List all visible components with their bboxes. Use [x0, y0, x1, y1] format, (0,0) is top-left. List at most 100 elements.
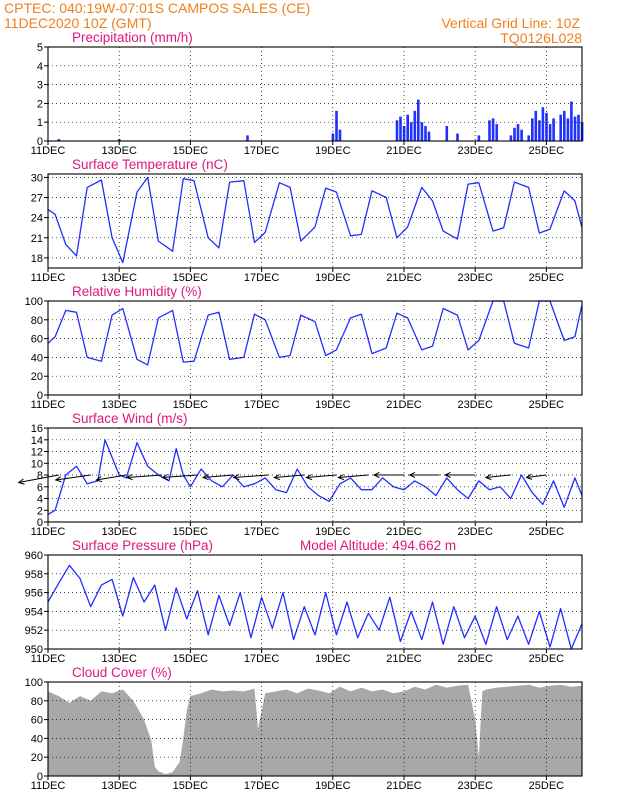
wind-arrow-shaft	[96, 474, 127, 481]
precip-bar	[335, 110, 338, 141]
y-tick-label: 960	[25, 550, 43, 562]
header-code: TQ0126L028	[500, 30, 582, 46]
y-tick-label: 24	[31, 213, 43, 225]
x-tick-label: 15DEC	[173, 145, 209, 157]
precip-bar	[520, 129, 523, 141]
x-tick-label: 21DEC	[386, 272, 422, 284]
precip-bar	[577, 114, 580, 141]
panel-frame	[47, 554, 583, 650]
wind-arrow-head	[372, 471, 380, 479]
precip-bar	[541, 107, 545, 141]
x-tick-label: 19DEC	[315, 272, 351, 284]
precip-bar	[509, 135, 513, 141]
precip-bar	[570, 101, 573, 141]
y-tick-label: 6	[37, 482, 43, 494]
temp-series-line	[47, 176, 583, 264]
wind-arrow-head	[408, 471, 416, 479]
panel-precip: 0 1 2 3 4 5 11DEC 13DEC 15DEC 17DEC 19DEC 21DEC 23DE…	[31, 30, 584, 157]
wind-arrow	[232, 474, 269, 481]
wind-arrow	[95, 474, 127, 483]
precip-bar	[495, 124, 498, 141]
header-grid-note: Vertical Grid Line: 10Z	[441, 15, 580, 31]
x-tick-label: 25DEC	[529, 272, 565, 284]
y-tick-label: 4	[37, 494, 43, 506]
precip-bar	[573, 116, 577, 141]
x-tick-label: 19DEC	[315, 145, 351, 157]
precip-bar	[118, 139, 121, 141]
x-tick-label: 17DEC	[244, 526, 280, 538]
precip-bar	[417, 99, 420, 141]
cloud-title: Cloud Cover (%)	[72, 665, 172, 680]
wind-arrow	[125, 474, 162, 481]
x-tick-label: 19DEC	[315, 526, 351, 538]
wind-arrow-shaft	[203, 474, 234, 478]
precip-bar	[338, 129, 342, 141]
y-tick-label: 10	[31, 458, 43, 470]
wind-arrow-head	[54, 476, 62, 483]
x-tick-label: 11DEC	[31, 526, 66, 538]
wind-arrow	[161, 474, 198, 481]
precip-bar	[559, 114, 562, 141]
x-tick-label: 13DEC	[101, 526, 137, 538]
x-tick-label: 23DEC	[457, 399, 493, 411]
wind-series-line	[47, 439, 583, 515]
wind-arrow-head	[444, 471, 451, 479]
precip-bar	[406, 114, 409, 141]
x-tick-label: 15DEC	[173, 399, 209, 411]
wind-arrow	[525, 473, 547, 480]
panel-frame	[47, 681, 583, 777]
precip-bar	[246, 135, 249, 141]
y-tick-label: 0	[37, 136, 43, 148]
wind-title: Surface Wind (m/s)	[72, 411, 188, 426]
wind-arrow	[273, 474, 305, 481]
y-tick-label: 2	[37, 98, 43, 110]
x-tick-label: 21DEC	[386, 780, 422, 792]
x-tick-label: 25DEC	[529, 780, 565, 792]
x-tick-label: 11DEC	[31, 272, 66, 284]
x-tick-label: 13DEC	[101, 780, 137, 792]
wind-arrow	[54, 474, 91, 483]
panel-rh: 0 20 40 60 80 100 11DEC 13DEC 15DEC 17DEC 19DEC 21D…	[25, 284, 583, 411]
x-tick-label: 15DEC	[173, 653, 209, 665]
precip-bar	[538, 120, 541, 141]
precip-bar	[552, 118, 555, 141]
wind-arrows	[17, 471, 547, 485]
x-tick-label: 13DEC	[101, 653, 137, 665]
x-tick-label: 21DEC	[386, 653, 422, 665]
x-tick-label: 19DEC	[315, 780, 351, 792]
x-tick-label: 17DEC	[244, 399, 280, 411]
wind-arrow-head	[125, 474, 133, 481]
y-tick-label: 2	[37, 505, 43, 517]
x-tick-label: 21DEC	[386, 399, 422, 411]
y-tick-label: 952	[25, 625, 43, 637]
y-tick-label: 12	[31, 447, 43, 459]
y-tick-label: 80	[31, 696, 43, 708]
header-date: 11DEC2020 10Z (GMT)	[4, 15, 152, 31]
x-tick-label: 13DEC	[101, 145, 137, 157]
panel-frame	[47, 173, 583, 269]
panel-pres: 950 952 954 956 958 960 11DEC 13DEC 15DEC 17DEC 19…	[25, 538, 583, 665]
wind-arrow-shaft	[274, 474, 305, 478]
y-tick-label: 60	[31, 715, 43, 727]
panel-frame	[47, 46, 583, 142]
wind-arrow-head	[17, 478, 25, 485]
wind-arrow-shaft	[485, 474, 511, 478]
header: CPTEC: 040:19W-07:01S CAMPOS SALES (CE) …	[4, 0, 582, 46]
x-tick-label: 19DEC	[315, 399, 351, 411]
x-tick-label: 11DEC	[31, 780, 66, 792]
y-tick-label: 30	[31, 172, 43, 184]
precip-bar	[548, 124, 552, 141]
precip-bar	[527, 135, 530, 141]
cloud-cover-area	[48, 684, 582, 776]
wind-arrow-shaft	[306, 474, 337, 478]
x-tick-label: 23DEC	[457, 145, 493, 157]
precip-bar	[545, 112, 548, 141]
precip-bar	[413, 110, 417, 141]
precip-bar	[402, 126, 406, 141]
y-tick-label: 958	[25, 569, 43, 581]
wind-arrow-shaft	[233, 474, 269, 478]
panel-temp: 18 21 24 27 30 11DEC 13DEC 15DEC 17DEC 19DEC 21DEC…	[31, 157, 583, 284]
panel-cloud: 0 20 40 60 80 100 11DEC 13DEC 15DEC 17DEC 19DEC 21D…	[25, 665, 583, 792]
wind-arrow-head	[484, 473, 492, 481]
